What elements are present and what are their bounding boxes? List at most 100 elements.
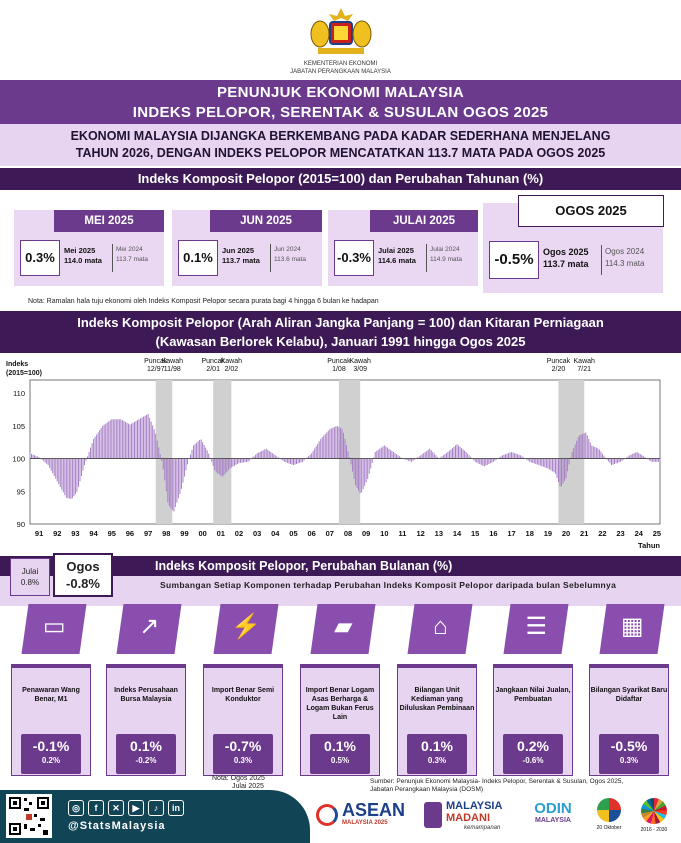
x-tick-17: 08 (344, 529, 352, 538)
component-card-0: Penawaran Wang Benar, M1 -0.1% 0.2% (11, 664, 91, 776)
component-jul-value-4: 0.3% (427, 756, 447, 765)
linkedin-icon[interactable]: in (168, 800, 184, 816)
x-tick-13: 04 (271, 529, 280, 538)
peak-date-0: 12/97 (147, 366, 165, 373)
building-icon: ▦ (620, 613, 644, 640)
wallet-icon: ▭ (42, 613, 66, 640)
y-tick-0: 90 (17, 520, 25, 529)
qr-code-icon[interactable] (6, 794, 52, 838)
month-change-1: 0.1% (178, 240, 218, 276)
x-tick-32: 23 (616, 529, 624, 538)
trough-date-0: 11/98 (164, 366, 181, 373)
month-cur-value-3: 113.7 mata (543, 259, 589, 269)
component-icon-tile-4: ⌂ (407, 604, 473, 654)
cycle-shade-1 (213, 380, 232, 524)
y-axis-label: Indeks (6, 361, 28, 368)
title-line2: INDEKS PELOPOR, SERENTAK & SUSULAN OGOS … (132, 104, 549, 121)
world-stats-day-logo: 20 Oktober (592, 798, 626, 838)
peak-word-3: Puncak (547, 358, 571, 365)
component-label-4: Bilangan Unit Kediaman yang Diluluskan P… (399, 687, 475, 712)
month-tab-3: OGOS 2025 (518, 195, 664, 227)
component-jul-value-2: 0.3% (233, 756, 253, 765)
month-change-2: -0.3% (334, 240, 374, 276)
facebook-icon[interactable]: f (88, 800, 104, 816)
section2-line1: Indeks Komposit Pelopor (Arah Aliran Jan… (77, 315, 604, 330)
component-jul-value-0: 0.2% (41, 756, 61, 765)
component-jul-value-5: -0.6% (522, 756, 544, 765)
odin-logo: ODIN MALAYSIA (523, 800, 583, 836)
component-label-5: Jangkaan Nilai Jualan, Pembuatan (495, 687, 571, 703)
month-change-3: -0.5% (489, 241, 539, 279)
trough-word-1: Kawah (221, 358, 243, 365)
x-tick-18: 09 (362, 529, 370, 538)
month-tab-2: JULAI 2025 (370, 210, 478, 232)
instagram-icon[interactable]: ◎ (68, 800, 84, 816)
madani-emblem-icon (424, 802, 442, 828)
month-tab-0: MEI 2025 (54, 210, 164, 232)
youtube-icon[interactable]: ▶ (128, 800, 144, 816)
components-subtitle: Sumbangan Setiap Komponen terhadap Perub… (160, 580, 617, 590)
month-cur-value-2: 114.6 mata (378, 256, 416, 265)
y-tick-4: 110 (13, 389, 25, 398)
x-tick-4: 95 (108, 529, 116, 538)
component-card-3: Import Benar Logam Asas Berharga & Logam… (300, 664, 380, 776)
month-prev-label-1: Jun 2024 (274, 246, 301, 253)
component-aug-value-0: -0.1% (32, 738, 70, 754)
x-tick-10: 01 (217, 529, 225, 538)
y-tick-3: 105 (12, 422, 25, 431)
sales-icon: ☰ (525, 613, 548, 640)
component-label-3: Import Benar Logam Asas Berharga & Logam… (305, 687, 375, 721)
x-tick-19: 10 (380, 529, 388, 538)
component-value-box-6: -0.5% 0.3% (599, 734, 659, 774)
asean-logo-sub: MALAYSIA 2025 (342, 820, 388, 826)
monthly-prev-value: 0.8% (20, 578, 40, 587)
coat-of-arms-icon (310, 8, 371, 54)
component-icon-tile-5: ☰ (503, 604, 569, 654)
x-tick-16: 07 (326, 529, 334, 538)
chart-svg: Puncak12/97Kawah11/98Puncak2/01Kawah2/02… (6, 358, 661, 550)
month-prev-value-0: 113.7 mata (116, 256, 149, 263)
madani-line2: MADANI (446, 812, 490, 824)
stock-chart-icon: ↗ (139, 613, 160, 640)
sdg-years: 2016 - 2030 (640, 827, 668, 833)
peak-date-3: 2/20 (552, 366, 566, 373)
legend-note: Nota: Ogos 2025 Julai 2025 (212, 775, 265, 791)
component-aug-value-1: 0.1% (130, 738, 162, 754)
month-tab-1: JUN 2025 (210, 210, 322, 232)
month-prev-label-3: Ogos 2024 (605, 247, 645, 256)
x-tick-21: 12 (417, 529, 425, 538)
component-aug-value-3: 0.1% (324, 738, 356, 754)
x-tick-12: 03 (253, 529, 261, 538)
x-tick-14: 05 (289, 529, 297, 538)
asean-logo: ASEAN MALAYSIA 2025 (316, 800, 418, 836)
tiktok-icon[interactable]: ♪ (148, 800, 164, 816)
y-tick-1: 95 (17, 487, 25, 496)
month-cur-label-2: Julai 2025 (378, 246, 414, 255)
monthly-cur-label: Ogos (66, 559, 100, 574)
stats-handle[interactable]: @StatsMalaysia (68, 820, 166, 832)
x-tick-34: 25 (653, 529, 661, 538)
month-prev-value-2: 114.9 mata (430, 256, 463, 263)
stats-day-date: 20 Oktober (596, 825, 622, 831)
x-tick-22: 13 (435, 529, 443, 538)
component-value-box-2: -0.7% 0.3% (213, 734, 273, 774)
component-icon-tile-2: ⚡ (213, 604, 279, 654)
component-card-5: Jangkaan Nilai Jualan, Pembuatan 0.2% -0.6… (493, 664, 573, 776)
headline-line2: TAHUN 2026, DENGAN INDEKS PELOPOR MENCAT… (75, 146, 606, 160)
x-icon[interactable]: ✕ (108, 800, 124, 816)
component-card-1: Indeks Perusahaan Bursa Malaysia 0.1% -0.2… (106, 664, 186, 776)
section3-band (0, 556, 681, 576)
component-label-1: Indeks Perusahaan Bursa Malaysia (114, 687, 178, 703)
cycle-shade-2 (338, 380, 361, 524)
trough-word-2: Kawah (349, 358, 371, 365)
x-tick-30: 21 (580, 529, 588, 538)
component-aug-value-5: 0.2% (517, 738, 549, 754)
department-name: JABATAN PERANGKAAN MALAYSIA (290, 69, 391, 75)
title-band: PENUNJUK EKONOMI MALAYSIA INDEKS PELOPOR… (0, 80, 681, 124)
peak-word-0: Puncak (144, 358, 168, 365)
legend-note-line2: Julai 2025 (232, 783, 264, 790)
peak-word-1: Puncak (201, 358, 225, 365)
headline-band: EKONOMI MALAYSIA DIJANGKA BERKEMBANG PAD… (0, 124, 681, 166)
source-note: Sumber: Penunjuk Ekonomi Malaysia- Indek… (370, 778, 670, 794)
x-tick-8: 99 (180, 529, 188, 538)
